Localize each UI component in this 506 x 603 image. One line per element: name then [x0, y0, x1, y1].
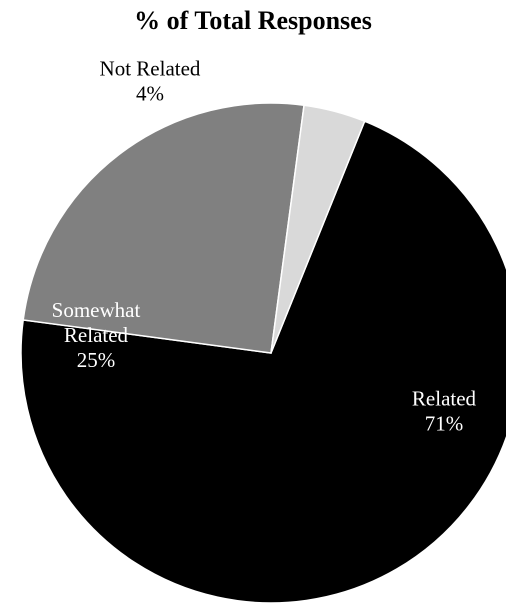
- data-label-somewhat-related: Somewhat Related 25%: [52, 298, 141, 372]
- data-label-related: Related 71%: [412, 387, 477, 436]
- pie-slice-not-related: [270, 104, 366, 354]
- chart-title: % of Total Responses: [134, 6, 372, 35]
- data-label-not-related: Not Related 4%: [100, 57, 201, 106]
- pie-slice-somewhat-related: [22, 102, 305, 354]
- pie-slice-related: [20, 120, 506, 603]
